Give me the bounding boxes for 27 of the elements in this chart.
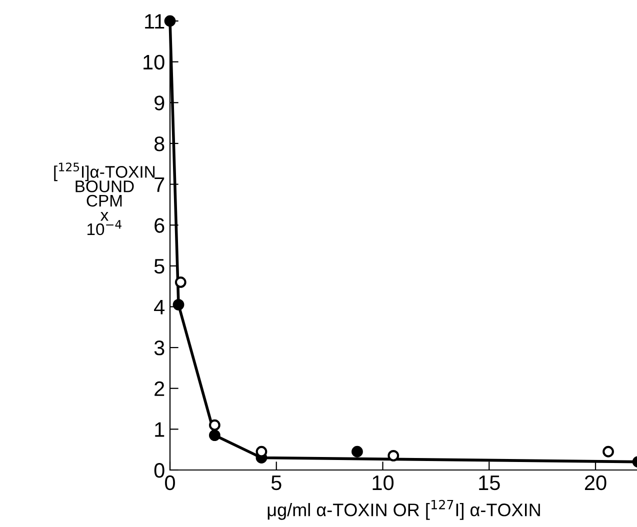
y-tick-label: 5 — [154, 259, 164, 274]
y-tick-label: 2 — [154, 381, 164, 396]
point — [602, 446, 614, 458]
x-tick-label: 10 — [372, 475, 394, 490]
y-tick-label: 1 — [155, 422, 164, 437]
y-tick-label: 8 — [154, 136, 164, 152]
x-tick-label: 5 — [271, 476, 282, 490]
y-tick-label: 11 — [145, 14, 164, 29]
point — [208, 430, 220, 442]
point — [174, 276, 186, 288]
y-tick-label: 6 — [154, 218, 164, 233]
x-axis-title: μg/ml α-TOXIN OR [$^{127}$I] α-TOXIN — [268, 500, 540, 520]
point — [388, 450, 400, 462]
point — [208, 419, 220, 431]
y-tick-label: 3 — [154, 340, 164, 356]
y-tick-label: 0 — [154, 463, 164, 478]
y-tick-label: 7 — [154, 177, 164, 192]
y-tick-label: 4 — [154, 300, 165, 314]
point — [164, 15, 176, 27]
y-tick-label: 9 — [154, 96, 164, 110]
x-tick-label: 0 — [165, 475, 175, 490]
y-tick-label: 10 — [144, 54, 164, 70]
x-tick-label: 20 — [584, 475, 606, 490]
y-axis-title: [$^{125}$I]α-TOXIN BOUND CPM x 10$^{−4}$ — [54, 162, 154, 236]
point — [172, 298, 184, 310]
point — [352, 446, 363, 458]
x-tick-label: 15 — [479, 476, 500, 490]
